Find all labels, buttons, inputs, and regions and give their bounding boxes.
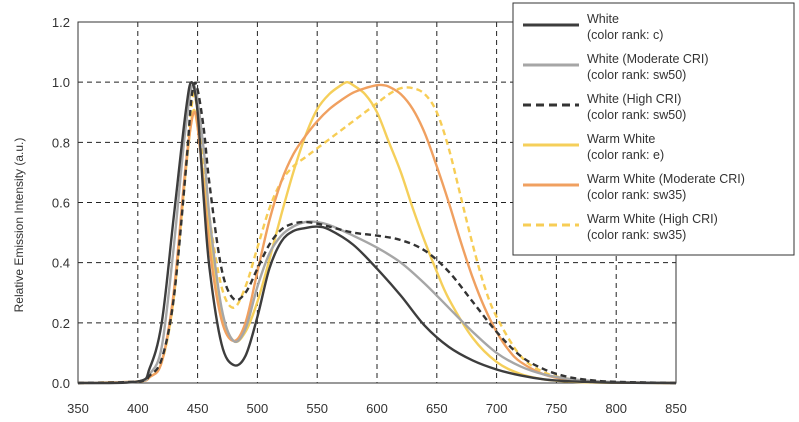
x-tick-label: 650 — [426, 401, 448, 416]
x-tick-label: 500 — [247, 401, 269, 416]
legend-sublabel: (color rank: sw50) — [587, 68, 686, 82]
series-line-0 — [77, 80, 677, 385]
legend-label: Warm White — [587, 132, 655, 146]
y-tick-label: 0.2 — [52, 316, 70, 331]
x-tick-label: 600 — [366, 401, 388, 416]
y-tick-label: 1.2 — [52, 15, 70, 30]
y-tick-label: 0.8 — [52, 135, 70, 150]
x-tick-label: 700 — [486, 401, 508, 416]
legend-label: White — [587, 12, 619, 26]
legend-label: White (High CRI) — [587, 92, 681, 106]
y-tick-label: 1.0 — [52, 75, 70, 90]
x-tick-label: 850 — [665, 401, 687, 416]
y-axis-title: Relative Emission Intensity (a.u.) — [12, 138, 26, 313]
legend-box — [512, 2, 795, 256]
series-line-2 — [77, 81, 677, 385]
x-tick-label: 450 — [187, 401, 209, 416]
legend-sublabel: (color rank: sw35) — [587, 228, 686, 242]
x-tick-label: 400 — [127, 401, 149, 416]
x-tick-label: 550 — [306, 401, 328, 416]
legend-sublabel: (color rank: sw50) — [587, 108, 686, 122]
legend-label: Warm White (Moderate CRI) — [587, 172, 745, 186]
x-tick-label: 750 — [546, 401, 568, 416]
legend-sublabel: (color rank: sw35) — [587, 188, 686, 202]
x-tick-label: 350 — [67, 401, 89, 416]
series-layer — [77, 80, 677, 385]
legend: White (color rank: c) White (Moderate CRI)… — [512, 2, 795, 256]
series-line-5 — [77, 86, 677, 385]
legend-label: Warm White (High CRI) — [587, 212, 718, 226]
legend-sublabel: (color rank: e) — [587, 148, 664, 162]
tick-labels: 350 400 450 500 550 600 650 700 750 800 850 0.0 0.2 0… — [52, 15, 687, 416]
y-tick-label: 0.0 — [52, 376, 70, 391]
series-line-1 — [77, 83, 677, 385]
legend-label: White (Moderate CRI) — [587, 52, 709, 66]
y-tick-label: 0.4 — [52, 256, 70, 271]
legend-sublabel: (color rank: c) — [587, 28, 663, 42]
y-tick-label: 0.6 — [52, 196, 70, 211]
x-tick-label: 800 — [605, 401, 627, 416]
